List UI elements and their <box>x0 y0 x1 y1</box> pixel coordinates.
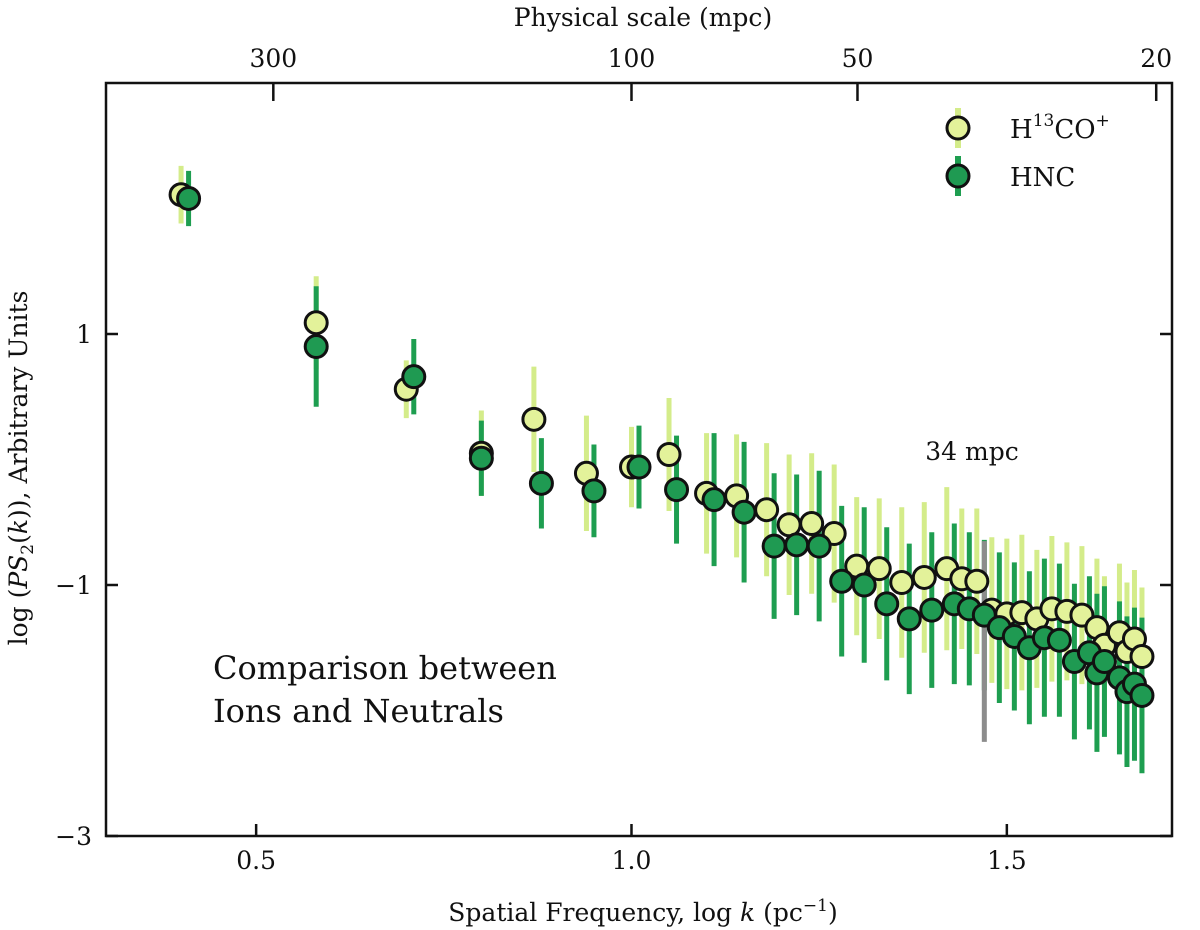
data-point-hnc <box>176 185 202 211</box>
data-point-hnc <box>664 477 690 503</box>
data-point-h13co <box>656 441 682 467</box>
data-point-hnc <box>896 606 922 632</box>
legend-label-h13co: H13CO+ <box>1010 111 1110 145</box>
data-point-h13co <box>964 568 990 594</box>
data-point-h13co <box>866 556 892 582</box>
top-tick-label: 100 <box>608 44 656 73</box>
y-tick-label: −3 <box>55 822 92 851</box>
data-point-hnc <box>626 454 652 480</box>
data-point-h13co <box>521 406 547 432</box>
data-point-hnc <box>731 499 757 525</box>
x-axis-title: Spatial Frequency, log k (pc−1) <box>448 896 837 927</box>
plot-frame <box>104 81 1174 838</box>
data-point-hnc <box>303 334 329 360</box>
top-tick-label: 20 <box>1140 44 1172 73</box>
annotation-line-1: Comparison between <box>213 649 557 687</box>
data-point-h13co <box>911 564 937 590</box>
y-axis-title: log (PS2(k)), Arbitrary Units <box>4 291 38 646</box>
legend-marker-h13co <box>945 115 971 141</box>
axes-layer: 0.5 1.0 1.5 −3 −1 1 300 100 50 20 <box>55 44 1174 875</box>
data-point-h13co <box>754 497 780 523</box>
data-point-h13co <box>889 569 915 595</box>
data-point-hnc <box>1046 627 1072 653</box>
legend: H13CO+ HNC <box>945 108 1110 196</box>
data-point-hnc <box>784 532 810 558</box>
x-tick-label: 1.0 <box>612 846 652 875</box>
y-tick-label: 1 <box>76 320 92 349</box>
data-points-layer <box>168 182 1155 708</box>
data-point-hnc <box>1091 649 1117 675</box>
data-point-hnc <box>919 597 945 623</box>
top-tick-label: 300 <box>249 44 297 73</box>
data-point-hnc <box>581 478 607 504</box>
y-tick-label: −1 <box>55 571 92 600</box>
data-point-hnc <box>806 533 832 559</box>
marker-label: 34 mpc <box>925 437 1018 466</box>
legend-label-hnc: HNC <box>1010 163 1075 193</box>
data-point-hnc <box>829 568 855 594</box>
legend-marker-hnc <box>945 163 971 189</box>
data-point-hnc <box>468 445 494 471</box>
data-point-hnc <box>761 533 787 559</box>
data-point-hnc <box>1129 682 1155 708</box>
data-point-h13co <box>799 511 825 537</box>
data-point-h13co <box>1129 644 1155 670</box>
annotation-line-2: Ions and Neutrals <box>213 692 504 730</box>
data-point-hnc <box>528 470 554 496</box>
x-tick-label: 0.5 <box>236 846 276 875</box>
x-tick-label: 1.5 <box>987 846 1027 875</box>
data-point-hnc <box>874 591 900 617</box>
data-point-hnc <box>701 487 727 513</box>
data-point-h13co <box>303 310 329 336</box>
data-point-hnc <box>401 364 427 390</box>
top-axis-title: Physical scale (mpc) <box>514 3 772 32</box>
data-point-hnc <box>851 572 877 598</box>
top-tick-label: 50 <box>842 44 874 73</box>
